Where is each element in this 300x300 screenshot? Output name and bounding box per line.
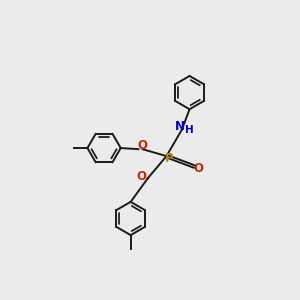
Text: P: P: [164, 152, 173, 165]
Text: O: O: [194, 162, 204, 175]
Text: O: O: [138, 139, 148, 152]
Text: H: H: [185, 125, 194, 135]
Text: N: N: [175, 120, 185, 133]
Text: O: O: [136, 170, 146, 183]
